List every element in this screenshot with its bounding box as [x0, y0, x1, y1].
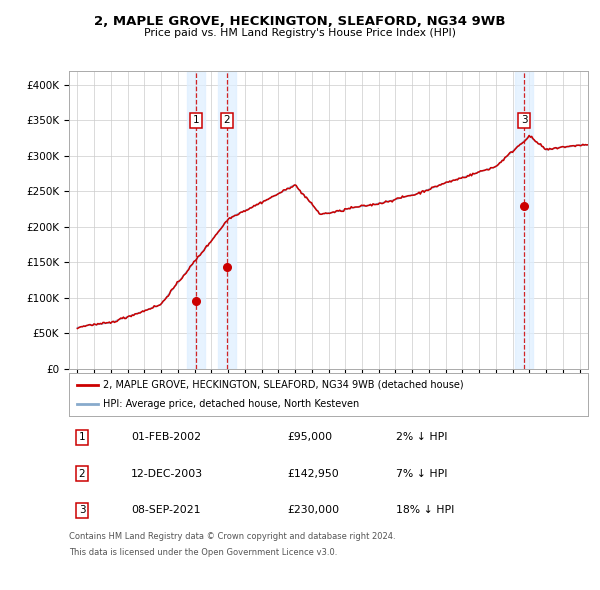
Text: Price paid vs. HM Land Registry's House Price Index (HPI): Price paid vs. HM Land Registry's House …: [144, 28, 456, 38]
Text: 08-SEP-2021: 08-SEP-2021: [131, 506, 201, 515]
Text: 2, MAPLE GROVE, HECKINGTON, SLEAFORD, NG34 9WB (detached house): 2, MAPLE GROVE, HECKINGTON, SLEAFORD, NG…: [103, 380, 463, 390]
Bar: [218, 71, 236, 369]
Text: 01-FEB-2002: 01-FEB-2002: [131, 432, 201, 442]
Text: £142,950: £142,950: [287, 469, 339, 478]
Text: Contains HM Land Registry data © Crown copyright and database right 2024.: Contains HM Land Registry data © Crown c…: [69, 532, 395, 540]
Text: 18% ↓ HPI: 18% ↓ HPI: [396, 506, 454, 515]
Text: 3: 3: [521, 116, 527, 126]
Text: £230,000: £230,000: [287, 506, 339, 515]
Text: 12-DEC-2003: 12-DEC-2003: [131, 469, 203, 478]
Text: £95,000: £95,000: [287, 432, 332, 442]
Text: 2: 2: [224, 116, 230, 126]
Text: 1: 1: [79, 432, 85, 442]
Bar: [515, 71, 533, 369]
Text: 7% ↓ HPI: 7% ↓ HPI: [396, 469, 448, 478]
Text: 2: 2: [79, 469, 85, 478]
Text: 3: 3: [79, 506, 85, 515]
Text: HPI: Average price, detached house, North Kesteven: HPI: Average price, detached house, Nort…: [103, 399, 359, 409]
Text: 2, MAPLE GROVE, HECKINGTON, SLEAFORD, NG34 9WB: 2, MAPLE GROVE, HECKINGTON, SLEAFORD, NG…: [94, 15, 506, 28]
Text: 2% ↓ HPI: 2% ↓ HPI: [396, 432, 448, 442]
Bar: [187, 71, 205, 369]
Text: This data is licensed under the Open Government Licence v3.0.: This data is licensed under the Open Gov…: [69, 548, 337, 557]
Text: 1: 1: [193, 116, 199, 126]
